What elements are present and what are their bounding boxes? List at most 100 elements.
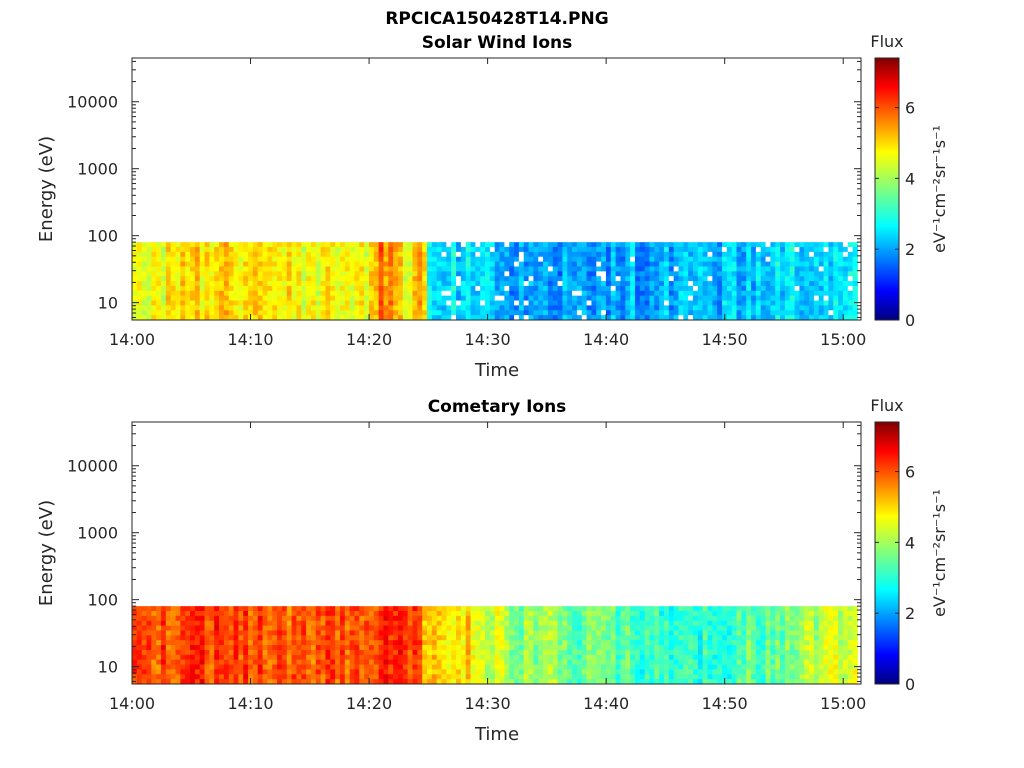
heatmap-cell <box>185 674 191 680</box>
heatmap-cell <box>818 635 824 641</box>
heatmap-cell <box>547 251 554 258</box>
heatmap-cell <box>223 300 230 306</box>
heatmap-cell <box>712 659 718 665</box>
heatmap-cell <box>775 310 781 316</box>
heatmap-cell <box>281 251 288 258</box>
heatmap-cell <box>572 242 578 248</box>
heatmap-cell <box>601 242 607 248</box>
panel-title: Cometary Ions <box>428 397 567 417</box>
heatmap-cell <box>238 281 244 287</box>
heatmap-cell <box>383 659 389 665</box>
heatmap-cell <box>257 606 263 612</box>
heatmap-cell <box>693 664 699 670</box>
heatmap-cell <box>320 242 326 248</box>
heatmap-cell <box>591 630 597 636</box>
heatmap-cell <box>726 266 733 272</box>
heatmap-cell <box>494 649 500 656</box>
heatmap-cell <box>446 305 452 311</box>
heatmap-cell <box>277 659 283 665</box>
heatmap-cell <box>306 664 312 670</box>
heatmap-cell <box>780 679 786 685</box>
heatmap-cell <box>552 640 558 646</box>
heatmap-cell <box>456 659 462 665</box>
heatmap-cell <box>190 620 196 627</box>
heatmap-cell <box>654 630 660 636</box>
heatmap-cell <box>427 285 433 292</box>
heatmap-cell <box>436 620 442 627</box>
heatmap-cell <box>586 295 592 301</box>
heatmap-cell <box>194 290 201 297</box>
heatmap-cell <box>485 281 491 287</box>
heatmap-cell <box>151 664 157 670</box>
heatmap-cell <box>518 640 525 646</box>
heatmap-cell <box>156 266 162 272</box>
heatmap-cell <box>175 620 181 627</box>
heatmap-cell <box>610 295 617 301</box>
heatmap-cell <box>731 266 737 272</box>
heatmap-cell <box>190 645 196 651</box>
heatmap-cell <box>204 285 210 292</box>
heatmap-cell <box>456 315 462 321</box>
heatmap-cell <box>663 256 670 263</box>
heatmap-cell <box>364 251 370 258</box>
heatmap-cell <box>663 645 670 651</box>
heatmap-cell <box>446 640 452 646</box>
heatmap-cell <box>141 285 147 292</box>
heatmap-cell <box>465 611 471 617</box>
heatmap-cell <box>223 630 230 636</box>
heatmap-cell <box>649 669 655 675</box>
heatmap-cell <box>165 251 172 258</box>
heatmap-cell <box>678 640 684 646</box>
heatmap-cell <box>417 281 423 287</box>
heatmap-cell <box>557 664 563 670</box>
heatmap-cell <box>209 261 215 267</box>
heatmap-cell <box>252 611 259 617</box>
heatmap-cell <box>441 261 447 267</box>
heatmap-cell <box>847 620 854 627</box>
heatmap-cell <box>591 635 597 641</box>
heatmap-cell <box>194 261 201 267</box>
heatmap-cell <box>296 606 302 612</box>
heatmap-cell <box>320 630 326 636</box>
heatmap-cell <box>736 290 742 297</box>
heatmap-cell <box>228 659 234 665</box>
heatmap-cell <box>204 300 210 306</box>
heatmap-cell <box>770 300 776 306</box>
heatmap-cell <box>368 659 375 665</box>
heatmap-cell <box>185 635 191 641</box>
heatmap-cell <box>354 645 360 651</box>
heatmap-cell <box>780 620 786 627</box>
heatmap-cell <box>601 276 607 282</box>
heatmap-cell <box>543 630 549 636</box>
heatmap-cell <box>547 242 554 248</box>
heatmap-cell <box>601 635 607 641</box>
heatmap-cell <box>252 625 259 631</box>
heatmap-cell <box>267 649 273 656</box>
heatmap-cell <box>480 635 486 641</box>
heatmap-cell <box>499 640 505 646</box>
heatmap-cell <box>417 645 423 651</box>
heatmap-cell <box>393 266 399 272</box>
heatmap-cell <box>349 242 355 248</box>
heatmap-cell <box>722 276 728 282</box>
heatmap-cell <box>339 679 346 685</box>
heatmap-cell <box>765 679 771 685</box>
heatmap-cell <box>610 242 617 248</box>
heatmap-cell <box>852 664 858 670</box>
heatmap-cell <box>547 261 554 267</box>
heatmap-cell <box>243 256 249 263</box>
heatmap-cell <box>649 664 655 670</box>
heatmap-cell <box>315 305 322 311</box>
heatmap-cell <box>330 315 336 321</box>
heatmap-cell <box>359 290 365 297</box>
heatmap-cell <box>194 679 201 685</box>
heatmap-cell <box>475 669 481 675</box>
heatmap-cell <box>775 620 781 627</box>
heatmap-cell <box>775 251 781 258</box>
heatmap-cell <box>427 256 433 263</box>
heatmap-cell <box>431 290 438 297</box>
heatmap-cell <box>339 620 346 627</box>
heatmap-cell <box>760 315 766 321</box>
heatmap-cell <box>639 310 646 316</box>
